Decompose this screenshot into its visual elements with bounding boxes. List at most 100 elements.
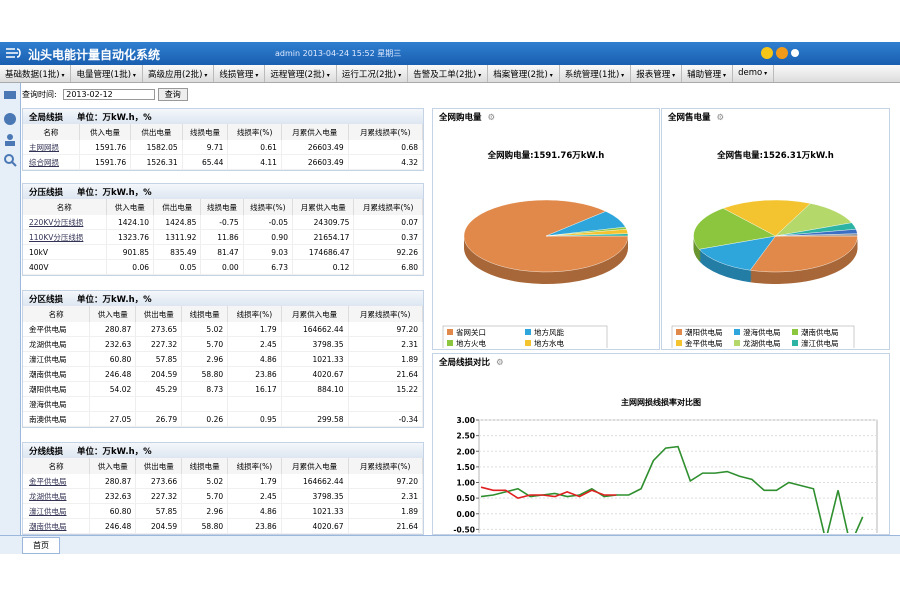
- table-cell: 龙湖供电局: [23, 336, 91, 352]
- data-table: 名称 供入电量 供出电量 线损电量 线损率(%) 月累供入电量 月累线损率(%) 金平供电局 2…: [23, 306, 423, 427]
- data-table: 名称 供入电量 供出电量 线损电量 线损率(%) 月累供入电量 月累线损率(%) 220KV分…: [23, 199, 423, 275]
- menu-item[interactable]: 运行工况(2批): [337, 65, 409, 82]
- column-header: 线损电量: [200, 199, 244, 215]
- table-cell: 1526.31: [130, 154, 183, 170]
- settings-icon[interactable]: ⚙: [487, 113, 496, 123]
- settings-icon[interactable]: ⚙: [496, 358, 504, 368]
- table-cell: 21654.17: [292, 229, 355, 245]
- table-cell: 2.96: [181, 351, 229, 367]
- column-header: 供入电量: [89, 306, 137, 322]
- table-cell: 10kV: [23, 244, 107, 260]
- table-row: 综合网损 1591.76 1526.31 65.44 4.11 26603.49 4.32: [23, 154, 424, 170]
- panel-title: 全局线损: [29, 113, 64, 123]
- column-header: 线损电量: [181, 306, 229, 322]
- y-tick-label: -0.50: [453, 525, 475, 533]
- table-cell: 2.45: [227, 336, 282, 352]
- user-info: admin 2013-04-24 15:52 星期三: [275, 49, 402, 58]
- table-cell: 21.64: [348, 366, 423, 382]
- pie-slice: [775, 233, 858, 237]
- header-row: 名称 供入电量 供出电量 线损电量 线损率(%) 月累供入电量 月累线损率(%): [23, 199, 423, 215]
- menu-item[interactable]: 高级应用(2批): [143, 65, 215, 82]
- menu-item[interactable]: 告警及工单(2批): [408, 65, 489, 82]
- sidebar-icons[interactable]: [0, 83, 20, 173]
- menu-item[interactable]: 远程管理(2批): [265, 65, 337, 82]
- column-header: 名称: [23, 458, 91, 474]
- legend-box: [671, 325, 855, 348]
- table-cell[interactable]: 潮南供电局: [23, 518, 91, 534]
- menu-item[interactable]: 电量管理(1批): [71, 65, 143, 82]
- table-cell: 1021.33: [281, 503, 349, 519]
- table-cell: 273.65: [135, 322, 183, 337]
- column-header: 供入电量: [106, 199, 155, 215]
- panel-title: 分线线损: [29, 447, 64, 457]
- table-cell: 164662.44: [281, 474, 349, 489]
- table-row: 金平供电局 280.87 273.65 5.02 1.79 164662.44 97.20: [23, 322, 423, 337]
- table-cell: 0.90: [243, 229, 293, 245]
- column-header: 名称: [23, 124, 80, 140]
- pie-slice: [749, 235, 858, 273]
- table-cell: 81.47: [200, 244, 244, 260]
- table-cell: -0.75: [200, 215, 244, 230]
- table-cell: 280.87: [89, 474, 137, 489]
- column-header: 供入电量: [79, 124, 132, 140]
- table-cell: 45.29: [135, 381, 183, 397]
- table-cell: 16.17: [227, 381, 282, 397]
- chart: 主网网损线损率对比图 3.00 2.50 2.00 1.50 1.00 0.50 0.00 -0…: [453, 397, 878, 533]
- menu-item[interactable]: 档案管理(2批): [488, 65, 560, 82]
- table-cell: 0.61: [227, 140, 282, 155]
- table-cell: 164662.44: [281, 322, 349, 337]
- header-icons[interactable]: [760, 46, 800, 61]
- query-button[interactable]: 查询: [157, 88, 188, 101]
- table-cell: [135, 396, 183, 412]
- menu-item[interactable]: 报表管理: [631, 65, 683, 82]
- table-cell: 0.95: [227, 411, 282, 427]
- menu-item[interactable]: demo: [733, 65, 775, 82]
- header-row: 名称 供入电量 供出电量 线损电量 线损率(%) 月累供入电量 月累线损率(%): [23, 458, 423, 474]
- settings-icon[interactable]: ⚙: [716, 113, 725, 123]
- table-cell: 92.26: [353, 244, 423, 260]
- table-cell: -0.05: [243, 215, 293, 230]
- legend-swatch: [792, 340, 798, 346]
- line-series: [480, 486, 617, 499]
- query-bar: 查询时间: 2013-02-12 查询: [22, 88, 188, 101]
- table-cell[interactable]: 濠江供电局: [23, 503, 91, 519]
- chart-panel: 全网购电量 ⚙ 全网购电量:1591.76万kW.h 省网关口 地方风能 地方火电 地方水电…: [432, 108, 660, 350]
- chart: 全网购电量:1591.76万kW.h省网关口地方风能地方火电地方水电省网行码表(…: [442, 150, 629, 348]
- table-cell[interactable]: 综合网损: [23, 154, 80, 170]
- table-cell: 97.20: [348, 322, 423, 337]
- unit-label: 单位：万kW.h，%: [77, 447, 152, 457]
- table-cell[interactable]: 主网网损: [23, 140, 80, 155]
- table-cell: 0.68: [348, 140, 424, 155]
- table-cell: 58.80: [181, 518, 229, 534]
- panel-title: 全网购电量: [439, 113, 482, 123]
- table-cell: 60.80: [89, 503, 137, 519]
- menu-item[interactable]: 基础数据(1批): [0, 65, 72, 82]
- table-cell: 24309.75: [292, 215, 355, 230]
- table-cell: 23.86: [227, 366, 282, 382]
- table-cell[interactable]: 龙湖供电局: [23, 488, 91, 504]
- menu-item[interactable]: 辅助管理: [682, 65, 734, 82]
- table-cell: 6.73: [243, 259, 293, 275]
- table-cell[interactable]: 110KV分压线损: [23, 229, 107, 245]
- table-cell: 0.05: [153, 259, 202, 275]
- table-cell: 6.80: [353, 259, 423, 275]
- table-cell[interactable]: 金平供电局: [23, 474, 91, 489]
- table-cell: 4020.67: [281, 366, 349, 382]
- date-input[interactable]: 2013-02-12: [63, 89, 156, 100]
- table-cell: 3798.35: [281, 336, 349, 352]
- unit-label: 单位：万kW.h，%: [77, 188, 152, 198]
- column-header: 月累供入电量: [281, 458, 349, 474]
- table-cell: 27.05: [89, 411, 137, 427]
- menu-item[interactable]: 系统管理(1批): [560, 65, 632, 82]
- home-tab[interactable]: 首页: [22, 537, 60, 554]
- y-tick-label: 3.00: [456, 416, 475, 425]
- column-header: 供出电量: [135, 306, 183, 322]
- menu-item[interactable]: 线损管理: [214, 65, 266, 82]
- chart-title: 主网网损线损率对比图: [621, 397, 701, 407]
- table-cell: 4.11: [227, 154, 282, 170]
- legend-swatch: [734, 329, 740, 335]
- legend-label: 潮阳供电局: [685, 327, 723, 337]
- table-cell: 901.85: [106, 244, 155, 260]
- table-cell[interactable]: 220KV分压线损: [23, 215, 107, 230]
- query-label: 查询时间:: [22, 90, 57, 99]
